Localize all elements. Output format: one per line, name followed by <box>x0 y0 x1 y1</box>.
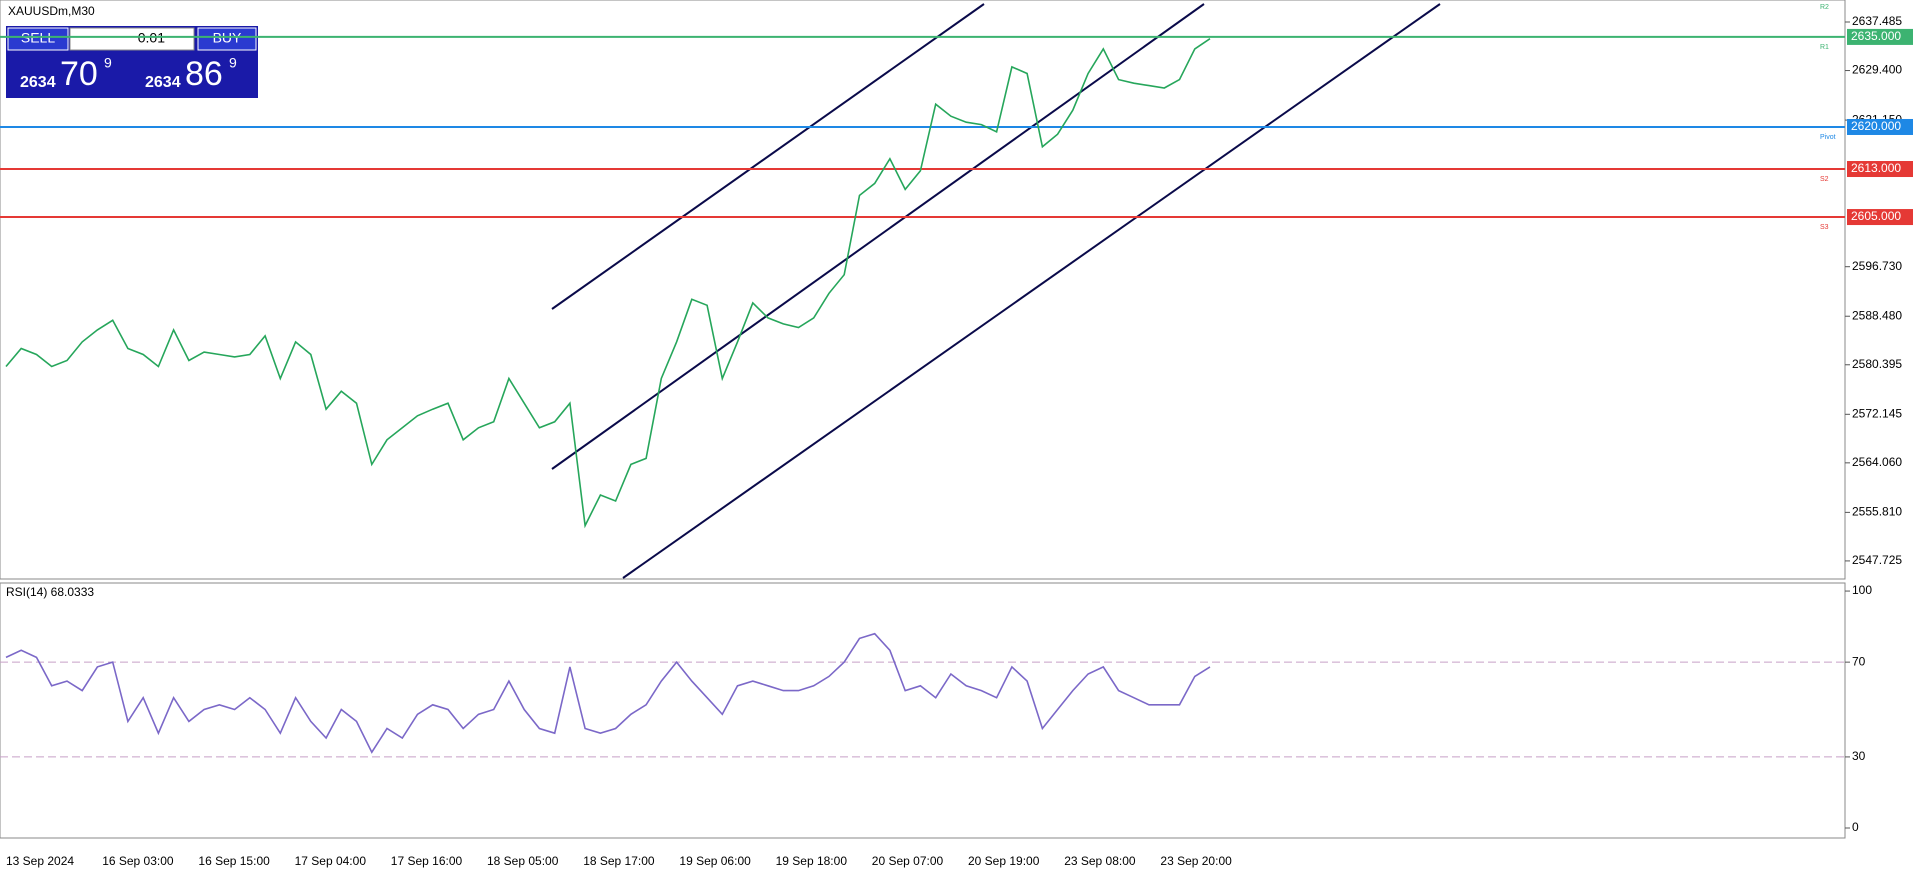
level-name: R2 <box>1820 4 1829 11</box>
bid-big: 2634 <box>20 74 56 91</box>
sell-button[interactable] <box>7 27 69 51</box>
x-tick-label: 19 Sep 18:00 <box>776 854 848 868</box>
x-tick-label: 17 Sep 16:00 <box>391 854 463 868</box>
level-name: S2 <box>1820 176 1829 183</box>
y-tick-label: 2580.395 <box>1852 357 1902 371</box>
channel-middle <box>551 3 1205 470</box>
x-tick-label: 20 Sep 07:00 <box>872 854 944 868</box>
y-tick-label: 2564.060 <box>1852 455 1902 469</box>
buy-button[interactable] <box>197 27 257 51</box>
y-tick-label: 2588.480 <box>1852 308 1902 322</box>
y-tick-label: 2596.730 <box>1852 259 1902 273</box>
x-tick-label: 13 Sep 2024 <box>6 854 74 868</box>
y-tick-label: 30 <box>1852 749 1866 763</box>
x-tick-label: 16 Sep 03:00 <box>102 854 174 868</box>
level-box <box>1847 209 1913 226</box>
panel-title: RSI(14) 68.0333 <box>6 585 94 599</box>
x-tick-label: 18 Sep 05:00 <box>487 854 559 868</box>
bid-point: 9 <box>104 55 112 71</box>
x-tick-label: 20 Sep 19:00 <box>968 854 1040 868</box>
rsi-frame <box>0 582 1846 839</box>
y-tick-label: 2555.810 <box>1852 505 1902 519</box>
level-box <box>1847 161 1913 178</box>
ask-big: 2634 <box>145 74 181 91</box>
level-label: 2605.000 <box>1851 209 1901 223</box>
ask-pips: 86 <box>185 55 223 93</box>
y-tick-label: 2572.145 <box>1852 406 1902 420</box>
main-frame <box>0 0 1846 580</box>
trade-panel: SELL 0.01 BUY 2634 70 9 2634 86 9 <box>6 26 258 98</box>
level-name: Pivot <box>1820 134 1836 141</box>
y-tick-label: 2637.485 <box>1852 14 1902 28</box>
volume-input[interactable] <box>69 27 195 51</box>
y-tick-label: 0 <box>1852 820 1859 834</box>
bid-pips: 70 <box>60 55 98 93</box>
price-line <box>5 38 1211 529</box>
x-tick-label: 23 Sep 08:00 <box>1064 854 1136 868</box>
level-box <box>1847 28 1913 45</box>
x-tick-label: 17 Sep 04:00 <box>295 854 367 868</box>
x-tick-label: 19 Sep 06:00 <box>679 854 751 868</box>
x-tick-label: 23 Sep 20:00 <box>1160 854 1232 868</box>
y-tick-label: 2547.725 <box>1852 553 1902 567</box>
y-tick-label: 2629.400 <box>1852 63 1902 77</box>
level-name: S3 <box>1820 224 1829 231</box>
level-name: R1 <box>1820 44 1829 51</box>
level-label: 2620.000 <box>1851 119 1901 133</box>
price-line <box>5 632 1211 754</box>
level-box <box>1847 118 1913 135</box>
x-tick-label: 18 Sep 17:00 <box>583 854 655 868</box>
y-tick-label: 70 <box>1852 654 1866 668</box>
channel-lower <box>622 3 1441 579</box>
y-tick-label: 100 <box>1852 583 1872 597</box>
x-tick-label: 16 Sep 15:00 <box>198 854 270 868</box>
level-label: 2613.000 <box>1851 161 1901 175</box>
level-label: 2635.000 <box>1851 29 1901 43</box>
channel-upper <box>551 3 985 310</box>
symbol: XAUUSDm,M30 <box>8 4 95 18</box>
ask-point: 9 <box>229 55 237 71</box>
